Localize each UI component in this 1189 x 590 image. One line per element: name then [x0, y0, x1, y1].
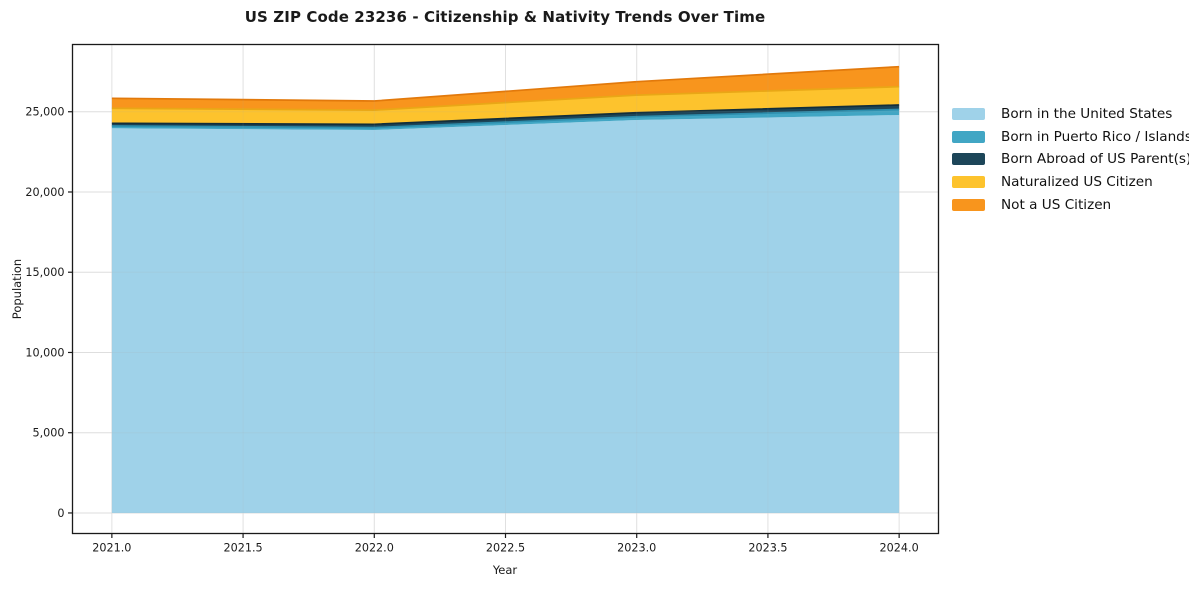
legend: Born in the United States Born in Puerto … — [952, 103, 1189, 216]
legend-label: Born in Puerto Rico / Islands — [1001, 128, 1189, 145]
legend-swatch — [952, 198, 985, 211]
y-tick-label: 0 — [57, 507, 64, 520]
legend-label: Born Abroad of US Parent(s) — [1001, 151, 1189, 168]
series-edge-line — [111, 85, 900, 111]
chart-title: US ZIP Code 23236 - Citizenship & Nativi… — [244, 8, 766, 26]
x-tick-label: 2022.0 — [355, 542, 394, 555]
y-tick-label: 25,000 — [25, 106, 64, 119]
y-tick-label: 5,000 — [32, 427, 64, 440]
y-tick-label: 15,000 — [25, 266, 64, 279]
series-edge-line — [111, 104, 900, 126]
legend-label: Not a US Citizen — [1001, 196, 1112, 213]
legend-label: Naturalized US Citizen — [1001, 174, 1153, 191]
x-tick-label: 2022.5 — [486, 542, 525, 555]
y-axis-label: Population — [10, 258, 24, 320]
legend-item: Born in Puerto Rico / Islands — [952, 126, 1189, 149]
legend-label: Born in the United States — [1001, 106, 1173, 123]
legend-swatch — [952, 176, 985, 189]
x-tick-label: 2021.0 — [92, 542, 131, 555]
x-tick-label: 2023.0 — [617, 542, 656, 555]
series-edge-line — [111, 108, 900, 129]
legend-item: Not a US Citizen — [952, 193, 1189, 216]
y-tick-label: 20,000 — [25, 186, 64, 199]
series-edge-line — [111, 65, 900, 102]
x-tick-label: 2023.5 — [748, 542, 787, 555]
area-series-1 — [111, 109, 900, 130]
x-tick-label: 2024.0 — [880, 542, 919, 555]
y-tick-label: 10,000 — [25, 346, 64, 359]
legend-item: Born in the United States — [952, 103, 1189, 126]
area-series-4 — [111, 66, 900, 111]
area-series-0 — [111, 115, 900, 513]
area-series-2 — [111, 105, 900, 128]
legend-item: Naturalized US Citizen — [952, 171, 1189, 194]
x-tick-label: 2021.5 — [223, 542, 262, 555]
legend-item: Born Abroad of US Parent(s) — [952, 148, 1189, 171]
x-axis-label: Year — [492, 563, 518, 577]
area-series-3 — [111, 86, 900, 125]
legend-swatch — [952, 108, 985, 121]
legend-swatch — [952, 130, 985, 143]
legend-swatch — [952, 153, 985, 166]
